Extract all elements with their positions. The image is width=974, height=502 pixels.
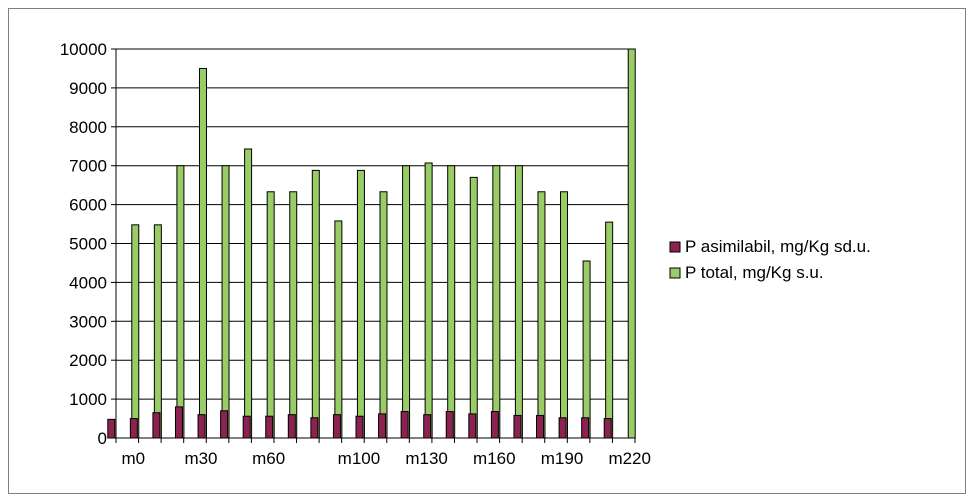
bar-p-total xyxy=(153,224,162,439)
bar-p-asimilabil xyxy=(558,417,567,439)
bar-p-asimilabil xyxy=(129,418,138,439)
bar-p-asimilabil xyxy=(603,418,612,439)
x-axis-ticks: m0 m30 m60 m100 m130 m160 m190 m220 xyxy=(115,438,651,468)
bar-p-total xyxy=(560,191,569,439)
y-tick-label: 4000 xyxy=(69,273,107,292)
y-tick-label: 2000 xyxy=(69,351,107,370)
bar-p-total xyxy=(244,148,253,439)
bar-p-asimilabil xyxy=(242,415,251,439)
bar-p-total xyxy=(266,191,275,439)
bar-p-asimilabil xyxy=(468,413,477,439)
y-tick-label: 7000 xyxy=(69,157,107,176)
bar-p-total xyxy=(311,169,320,439)
bar-p-asimilabil xyxy=(310,417,319,439)
bar-p-asimilabil xyxy=(513,414,522,439)
axes xyxy=(115,49,635,439)
bar-p-total xyxy=(469,176,478,439)
bar-p-asimilabil xyxy=(355,415,364,439)
bar-p-total xyxy=(289,191,298,439)
x-tick-label: m220 xyxy=(608,449,651,468)
bar-p-total xyxy=(402,165,411,439)
bar-p-asimilabil xyxy=(107,418,116,439)
bar-p-asimilabil xyxy=(265,415,274,439)
bar-chart: 0 1000 2000 3000 4000 5000 6000 7000 8000 9000 100… xyxy=(60,40,871,468)
legend-label: P asimilabil, mg/Kg sd.u. xyxy=(685,237,871,256)
bar-p-total xyxy=(514,165,523,439)
y-tick-label: 6000 xyxy=(69,196,107,215)
bar-p-asimilabil xyxy=(536,414,545,439)
bar-p-asimilabil xyxy=(174,406,183,439)
y-tick-label: 8000 xyxy=(69,118,107,137)
bar-p-total xyxy=(447,165,456,439)
bar-p-asimilabil xyxy=(378,413,387,439)
bars xyxy=(107,48,636,439)
bar-p-total xyxy=(131,224,140,439)
y-tick-label: 5000 xyxy=(69,235,107,254)
chart-frame: 0 1000 2000 3000 4000 5000 6000 7000 8000 9000 100… xyxy=(8,8,966,494)
bar-p-total xyxy=(537,191,546,439)
legend: P asimilabil, mg/Kg sd.u. P total, mg/Kg … xyxy=(669,237,871,282)
bar-p-total xyxy=(582,260,591,439)
bar-p-total xyxy=(424,162,433,439)
bar-p-asimilabil xyxy=(197,414,206,439)
bar-p-asimilabil xyxy=(152,412,161,439)
bar-p-asimilabil xyxy=(332,414,341,439)
gridlines xyxy=(116,48,635,400)
legend-label: P total, mg/Kg s.u. xyxy=(685,263,824,282)
bar-p-asimilabil xyxy=(581,417,590,439)
x-tick-label: m0 xyxy=(121,449,145,468)
bar-p-total xyxy=(176,165,185,439)
bar-p-asimilabil xyxy=(490,411,499,439)
x-tick-label: m100 xyxy=(338,449,381,468)
bar-p-total xyxy=(627,48,636,439)
y-axis-ticks: 0 1000 2000 3000 4000 5000 6000 7000 8000 9000 100… xyxy=(60,40,116,448)
y-tick-label: 9000 xyxy=(69,79,107,98)
legend-swatch xyxy=(669,267,681,279)
x-tick-label: m160 xyxy=(473,449,516,468)
y-tick-label: 1000 xyxy=(69,390,107,409)
bar-p-total xyxy=(605,221,614,439)
x-tick-label: m130 xyxy=(405,449,448,468)
bar-p-total xyxy=(198,67,207,439)
y-tick-label: 3000 xyxy=(69,312,107,331)
bar-p-total xyxy=(379,191,388,439)
bar-p-total xyxy=(356,169,365,439)
bar-p-asimilabil xyxy=(400,411,409,439)
legend-swatch xyxy=(669,241,681,253)
y-tick-label: 0 xyxy=(98,429,107,448)
bar-p-total xyxy=(334,220,343,439)
bar-p-total xyxy=(221,165,230,439)
bar-p-total xyxy=(492,165,501,439)
bar-p-asimilabil xyxy=(287,414,296,439)
bar-p-asimilabil xyxy=(445,411,454,439)
x-tick-label: m60 xyxy=(252,449,285,468)
x-tick-label: m190 xyxy=(541,449,584,468)
x-tick-label: m30 xyxy=(184,449,217,468)
y-tick-label: 10000 xyxy=(60,40,107,59)
bar-p-asimilabil xyxy=(423,414,432,439)
bar-p-asimilabil xyxy=(220,410,229,439)
